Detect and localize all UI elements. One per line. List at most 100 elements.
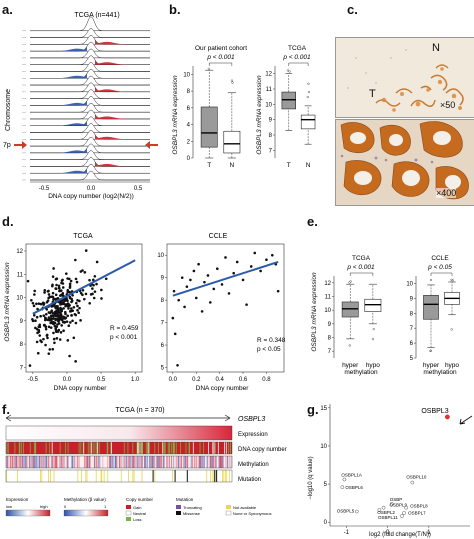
mutation-bg — [6, 470, 232, 482]
mut-na-cell — [172, 470, 173, 482]
legend-truncating: Truncating — [183, 505, 202, 510]
scatter-point — [62, 329, 65, 333]
marker-arrow-right-icon — [145, 141, 158, 149]
scatter-point — [47, 296, 50, 300]
meth-low-cell — [33, 456, 35, 468]
scatter-point — [54, 293, 58, 297]
panel-e-left-p: p < 0.001 — [346, 264, 375, 271]
y-tick-label: 10 — [183, 72, 190, 78]
scatter-point — [100, 288, 103, 292]
meth-low-cell — [67, 456, 69, 468]
y-tick-label: 11 — [17, 272, 24, 278]
cn-loss-cell — [132, 442, 134, 454]
y-tick-label: 11 — [266, 87, 273, 93]
scatter-point — [74, 321, 78, 325]
y-tick-label: 15 — [320, 406, 327, 412]
scatter-point — [70, 314, 73, 317]
mut-na-cell — [95, 470, 97, 482]
meth-high-cell — [180, 456, 182, 468]
regression-line — [172, 261, 279, 297]
scatter-point — [42, 314, 46, 317]
y-tick-label: 9 — [161, 276, 165, 282]
meth-low-cell — [72, 456, 74, 468]
cn-loss-cell — [173, 442, 175, 454]
scatter-point — [93, 290, 97, 293]
scatter-point — [74, 258, 77, 262]
oncoprint-expression-row — [5, 425, 233, 441]
scatter-point — [58, 286, 61, 290]
category-label: T — [287, 162, 291, 169]
scatter-d-right: 0.0 0.2 0.4 0.6 0.8 10 9 8 7 6 5 — [157, 243, 285, 383]
cn-loss-cell — [106, 442, 108, 454]
panel-e-boxplots: OSBPL3 mRNA expression TCGA p < 0.001 12… — [311, 255, 460, 376]
y-tick-label: 7 — [328, 349, 332, 355]
meth-low-cell — [159, 456, 161, 468]
scatter-point — [89, 293, 93, 296]
cn-loss-cell — [45, 442, 47, 454]
meth-low-cell — [203, 456, 205, 468]
panel-b-left-title: Our patient cohort — [195, 45, 247, 52]
cn-loss-cell — [23, 442, 24, 454]
meth-high-cell — [119, 456, 121, 468]
outlier-point — [307, 82, 310, 85]
cn-loss-cell — [172, 442, 174, 454]
cn-loss-cell — [162, 442, 164, 454]
scatter-point — [44, 312, 48, 316]
meth-high-cell — [86, 456, 88, 468]
ridge-curve — [29, 75, 151, 86]
meth-high-cell — [157, 456, 159, 468]
legend-none-syn: None or Synonymous — [233, 511, 271, 516]
scatter-point — [56, 323, 59, 326]
scatter-point — [44, 327, 48, 331]
scatter-point — [41, 301, 45, 305]
scatter-point — [265, 258, 268, 262]
meth-high-cell — [84, 456, 86, 468]
outlier-point — [306, 95, 309, 99]
legend-high: high — [40, 504, 48, 509]
y-tick-label: 12 — [265, 72, 272, 78]
scatter-point — [84, 292, 88, 296]
oncoprint-row-label: DNA copy number — [238, 447, 287, 453]
meth-low-cell — [22, 456, 24, 468]
gain-area — [95, 39, 131, 45]
volcano-point — [377, 508, 382, 512]
panel-e-right-p: p < 0.05 — [427, 264, 452, 271]
meth-high-cell — [137, 456, 139, 468]
cn-loss-cell — [180, 442, 181, 454]
meth-high-cell — [219, 456, 221, 468]
scatter-point — [53, 310, 57, 314]
meth-high-cell — [20, 456, 22, 468]
meth-high-cell — [27, 456, 29, 468]
mut-na-cell — [210, 470, 211, 482]
y-tick-label: 5 — [161, 366, 165, 372]
meth-high-cell — [78, 456, 80, 468]
y-tick-label: 2 — [187, 139, 191, 145]
meth-high-cell — [156, 456, 158, 468]
meth-low-cell — [130, 456, 132, 468]
meth-low-cell — [200, 456, 202, 468]
meth-high-cell — [89, 456, 91, 468]
meth-high-cell — [128, 456, 130, 468]
panel-f-gene: OSBPL3 — [238, 416, 265, 423]
y-tick-label: 0 — [187, 156, 191, 162]
scatter-point — [192, 269, 196, 273]
meth-high-cell — [227, 456, 228, 468]
mut-na-cell — [77, 470, 79, 482]
y-tick-label: 7 — [410, 326, 414, 332]
scatter-point — [88, 301, 91, 305]
mut-na-cell — [225, 470, 227, 482]
meth-low-cell — [156, 456, 158, 468]
scatter-point — [50, 319, 53, 323]
meth-high-cell — [109, 456, 110, 468]
meth-high-cell — [54, 456, 56, 468]
gene-label: OSBPL2 — [377, 510, 395, 515]
scatter-point — [32, 304, 36, 308]
outlier-point — [371, 338, 374, 341]
cn-neutral-cell — [137, 442, 139, 454]
category-label: hyper — [423, 362, 440, 369]
meth-high-cell — [222, 456, 223, 468]
ridge-curve — [29, 116, 151, 126]
scatter-point — [35, 315, 39, 319]
volcano-point — [410, 480, 415, 485]
scatter-point — [44, 316, 48, 320]
